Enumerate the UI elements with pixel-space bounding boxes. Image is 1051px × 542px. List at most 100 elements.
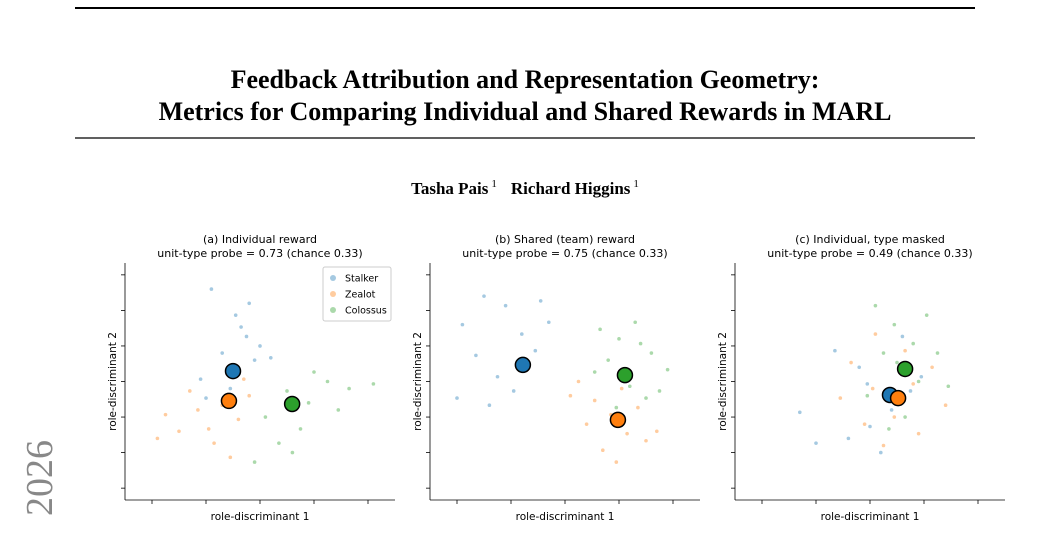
scatter-point: [665, 367, 670, 372]
scatter-point: [298, 427, 303, 431]
scatter-point: [881, 443, 886, 448]
scatter-point: [306, 401, 311, 405]
scatter-point: [247, 393, 251, 398]
scatter-point: [833, 348, 837, 353]
scatter-point: [644, 438, 648, 443]
scatter-point: [865, 382, 870, 386]
scatter-point: [889, 408, 894, 412]
scatter-point: [236, 417, 241, 422]
scatter-point: [614, 460, 619, 464]
x-axis-label: role-discriminant 1: [211, 511, 310, 523]
scatter-point: [206, 427, 211, 431]
scatter-point: [247, 301, 251, 306]
scatter-point: [849, 360, 853, 365]
scatter-point: [895, 360, 899, 365]
scatter-point: [188, 389, 192, 393]
scatter-point: [916, 379, 921, 384]
scatter-point: [233, 313, 238, 317]
scatter-point: [614, 405, 619, 410]
chart-title: unit-type probe = 0.73 (chance 0.33): [157, 247, 362, 260]
scatter-point: [868, 424, 872, 429]
scatter-point: [846, 436, 851, 441]
scatter-point: [916, 431, 921, 436]
scatter-point: [625, 431, 629, 436]
scatter-point: [312, 370, 316, 374]
chart-title: (a) Individual reward: [203, 233, 317, 246]
scatter-point: [503, 303, 508, 308]
centroid: [220, 392, 238, 410]
scatter-point: [633, 320, 637, 325]
x-axis-label: role-discriminant 1: [821, 511, 920, 523]
scatter-point: [943, 403, 948, 408]
authors: Tasha Pais 1 Richard Higgins 1: [411, 178, 639, 198]
scatter-point: [638, 341, 643, 346]
author-name: Richard Higgins: [511, 179, 631, 198]
scatter-point: [865, 393, 870, 398]
scatter-point: [862, 422, 867, 426]
scatter-point: [655, 429, 659, 434]
scatter-point: [239, 325, 243, 329]
scatter-point: [538, 299, 543, 303]
legend-label: Stalker: [345, 274, 378, 285]
centroid: [283, 395, 301, 413]
scatter-point: [892, 415, 897, 419]
scatter-point: [263, 415, 268, 419]
scatter-point: [325, 379, 330, 384]
scatter-point: [277, 441, 281, 445]
chart-title: (c) Individual, type masked: [795, 233, 945, 246]
legend-swatch: [330, 307, 336, 313]
centroid: [616, 366, 634, 384]
legend-swatch: [330, 275, 336, 281]
scatter-point: [879, 450, 883, 455]
centroid: [224, 362, 242, 380]
scatter-point: [649, 351, 654, 355]
scatter-point: [209, 287, 214, 291]
scatter-point: [644, 396, 648, 400]
scatter-point: [487, 403, 492, 408]
scatter-point: [636, 405, 640, 410]
scatter-point: [892, 322, 897, 327]
author-affiliation: 1: [491, 178, 497, 190]
scatter-point: [919, 374, 924, 379]
scatter-point: [228, 386, 233, 391]
scatter-point: [252, 358, 257, 362]
scatter-point: [619, 386, 624, 391]
scatter-point: [606, 358, 610, 362]
scatter-point: [511, 389, 516, 393]
author-name: Tasha Pais: [411, 179, 489, 198]
scatter-point: [924, 313, 929, 317]
x-axis-label: role-discriminant 1: [516, 511, 615, 523]
paper-title: Metrics for Comparing Individual and Sha…: [159, 97, 892, 126]
margin-stamp: 2026: [19, 440, 61, 516]
scatter-point: [258, 344, 262, 348]
scatter-point: [873, 303, 878, 308]
legend-box: [322, 266, 392, 322]
centroid: [514, 356, 532, 374]
scatter-point: [903, 348, 907, 353]
y-axis-label: role-discriminant 2: [412, 332, 424, 431]
scatter-point: [371, 382, 376, 386]
scatter-point: [482, 294, 486, 298]
scatter-point: [533, 348, 538, 353]
scatter-point: [900, 334, 905, 339]
scatter-point: [798, 410, 802, 415]
scatter-point: [592, 398, 597, 403]
scatter-point: [547, 320, 551, 325]
scatter-point: [601, 448, 605, 453]
legend-swatch: [330, 291, 336, 297]
scatter-point: [228, 455, 233, 460]
chart-title: unit-type probe = 0.75 (chance 0.33): [462, 247, 667, 260]
scatter-point: [873, 332, 878, 336]
chart-title: unit-type probe = 0.49 (chance 0.33): [767, 247, 972, 260]
scatter-point: [285, 389, 289, 393]
scatter-point: [935, 351, 940, 355]
scatter-point: [946, 384, 951, 389]
scatter-point: [252, 460, 257, 464]
scatter-point: [857, 365, 861, 370]
centroid: [609, 411, 627, 429]
scatter-point: [930, 365, 934, 370]
scatter-point: [911, 382, 915, 386]
scatter-point: [212, 441, 216, 445]
scatter-point: [881, 351, 886, 355]
scatter-point: [220, 351, 224, 355]
